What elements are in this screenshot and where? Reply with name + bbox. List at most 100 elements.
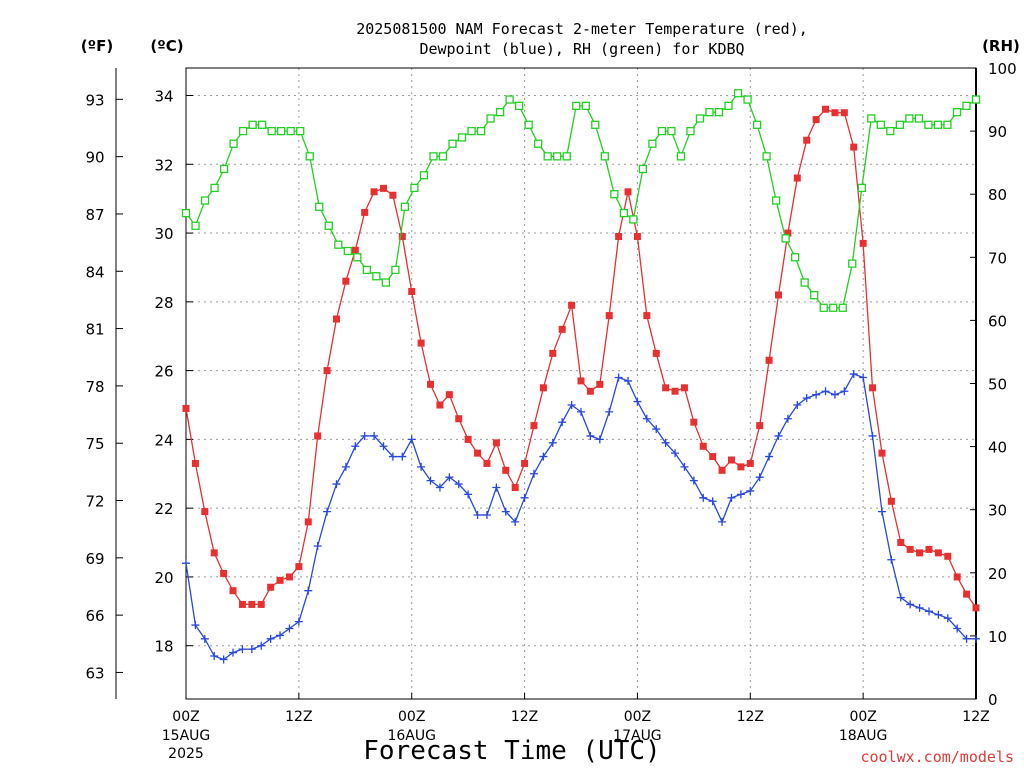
rh-point <box>391 265 400 275</box>
temperature-point <box>464 435 472 443</box>
dewpoint-point <box>520 493 529 502</box>
dewpoint-point <box>812 390 821 399</box>
dewpoint-point <box>360 431 369 440</box>
rh-point <box>381 278 391 287</box>
temperature-point <box>539 384 547 392</box>
dewpoint-series <box>182 370 980 664</box>
dewpoint-point <box>896 593 905 602</box>
temperature-point <box>737 463 745 471</box>
dewpoint-point <box>323 507 332 516</box>
dewpoint-point <box>229 648 238 657</box>
rh-point <box>581 101 590 111</box>
dewpoint-point <box>313 541 322 550</box>
temperature-point <box>351 246 359 254</box>
rh-point <box>714 108 724 117</box>
rh-point <box>505 95 514 104</box>
rh-point <box>857 183 866 193</box>
dewpoint-point <box>718 517 727 526</box>
rh-tick-label: 10 <box>988 628 1007 646</box>
temperature-point <box>332 315 340 323</box>
rh-point <box>610 190 619 199</box>
temperature-point <box>840 109 848 117</box>
dewpoint-point <box>558 418 567 427</box>
rh-point <box>924 120 933 129</box>
dewpoint-point <box>351 442 360 451</box>
rh-point <box>791 253 800 262</box>
dewpoint-point <box>953 624 962 633</box>
temperature-point <box>530 422 538 430</box>
temperature-point <box>765 356 773 364</box>
temperature-point <box>756 422 764 430</box>
temperature-point <box>963 590 971 598</box>
rh-point <box>752 120 762 129</box>
temperature-point <box>671 387 679 395</box>
dewpoint-point <box>191 621 200 630</box>
rh-point <box>724 101 733 111</box>
celsius-tick-label: 20 <box>154 569 173 587</box>
rh-point <box>914 114 924 123</box>
temperature-point <box>859 239 867 247</box>
temperature-point <box>784 229 792 237</box>
rh-point <box>657 126 667 136</box>
celsius-tick-label: 28 <box>154 294 173 312</box>
rh-point <box>800 278 809 287</box>
temperature-point <box>916 549 924 557</box>
rh-point <box>238 126 248 136</box>
dewpoint-point <box>332 480 341 489</box>
rh-tick-label: 70 <box>988 249 1007 267</box>
temperature-point <box>643 312 651 320</box>
rh-point <box>438 152 448 161</box>
dewpoint-point <box>962 634 971 643</box>
temperature-point <box>257 600 265 608</box>
dewpoint-point <box>605 407 614 416</box>
rh-point <box>524 120 533 129</box>
dewpoint-point <box>906 600 915 609</box>
rh-point <box>810 291 819 300</box>
rh-point <box>819 303 828 312</box>
celsius-tick-label: 32 <box>154 156 173 174</box>
temperature-point <box>577 377 585 385</box>
rh-point <box>467 126 476 136</box>
temperature-point <box>568 301 576 309</box>
rh-point <box>762 152 771 161</box>
x-axis-title: Forecast Time (UTC) <box>363 736 660 766</box>
dewpoint-point <box>595 435 604 444</box>
celsius-axis-label: (ºC) <box>150 37 183 55</box>
dewpoint-point <box>266 634 275 643</box>
rh-point <box>971 95 981 104</box>
dewpoint-point <box>548 438 557 447</box>
rh-line <box>185 92 977 309</box>
dewpoint-point <box>624 376 633 385</box>
rh-point <box>372 272 381 281</box>
fahrenheit-tick-label: 87 <box>85 206 104 224</box>
rh-tick-label: 50 <box>988 376 1007 394</box>
fahrenheit-tick-label: 84 <box>85 263 104 281</box>
temperature-point <box>775 291 782 299</box>
rh-point <box>495 108 505 117</box>
temperature-point <box>502 466 510 474</box>
temperature-point <box>314 432 322 440</box>
rh-point <box>419 171 429 180</box>
rh-point <box>895 120 905 129</box>
credit-text: coolwx.com/models <box>860 748 1014 766</box>
temperature-point <box>690 418 698 426</box>
dewpoint-point <box>482 511 491 520</box>
axis-ticks: 34 32 30 28 26 24 22 20 18 93 90 87 84 81 78 75 72 69 66 63… <box>85 60 1016 762</box>
fahrenheit-tick-label: 78 <box>85 378 104 396</box>
x-tick-label: 12Z <box>737 709 764 725</box>
dewpoint-point <box>276 631 285 640</box>
rh-point <box>267 126 276 136</box>
temperature-point <box>803 136 811 144</box>
x-tick-year: 2025 <box>168 746 204 762</box>
rh-point <box>286 126 295 136</box>
fahrenheit-tick-label: 81 <box>85 321 104 339</box>
dewpoint-point <box>868 431 877 440</box>
rh-tick-label: 20 <box>988 565 1007 583</box>
dewpoint-point <box>294 617 303 626</box>
dewpoint-point <box>746 486 755 495</box>
rh-point <box>667 126 676 136</box>
temperature-point <box>662 384 670 392</box>
temperature-point <box>267 583 275 591</box>
dewpoint-point <box>529 469 538 478</box>
temperature-point <box>191 459 199 467</box>
